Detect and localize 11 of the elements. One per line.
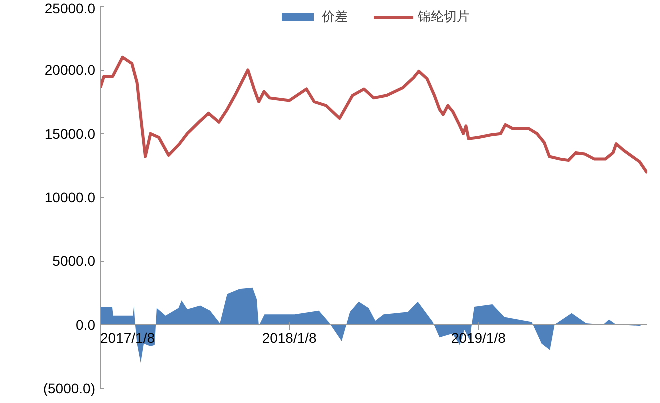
y-tick-label: 25000.0: [44, 0, 96, 16]
legend-label: 价差: [322, 9, 348, 26]
y-tick-label: (5000.0): [43, 380, 96, 396]
legend-label: 锦纶切片: [418, 9, 470, 26]
y-tick-label: 5000.0: [52, 253, 96, 270]
y-tick-label: 10000.0: [44, 190, 96, 206]
line-series: [100, 56, 648, 175]
y-tick-label: 0.0: [76, 316, 96, 333]
y-tick-label: 20000.0: [44, 62, 96, 78]
y-tick-label: 15000.0: [44, 126, 96, 142]
x-tick-label: 2018/1/8: [262, 330, 318, 346]
